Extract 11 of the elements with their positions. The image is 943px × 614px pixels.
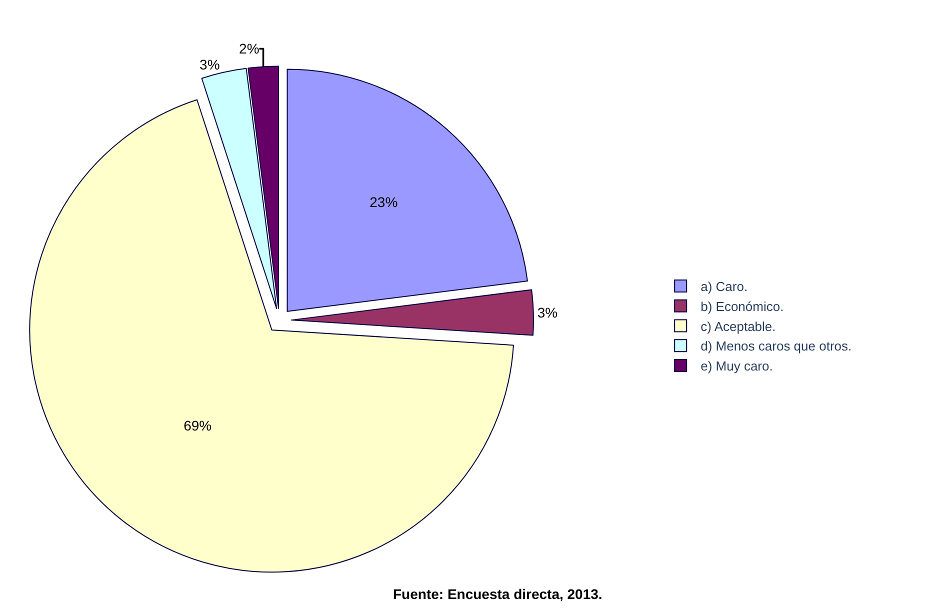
data-label: 69% bbox=[184, 418, 212, 434]
data-label: 3% bbox=[537, 304, 558, 320]
source-note: Fuente: Encuesta directa, 2013. bbox=[393, 586, 602, 602]
legend-label: a) Caro. bbox=[700, 279, 748, 294]
legend-label: e) Muy caro. bbox=[700, 358, 773, 374]
legend-label: c) Aceptable. bbox=[700, 318, 776, 334]
data-label: 23% bbox=[370, 194, 398, 210]
legend-label: b) Económico. bbox=[700, 298, 784, 314]
data-label: 3% bbox=[200, 56, 220, 73]
legend-label: d) Menos caros que otros. bbox=[700, 338, 852, 354]
data-label: 2% bbox=[239, 40, 260, 57]
